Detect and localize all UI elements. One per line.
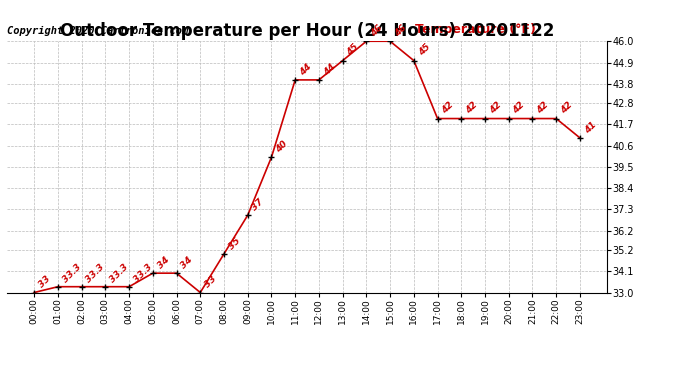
Text: 34: 34	[156, 255, 171, 270]
Text: 42: 42	[488, 100, 503, 116]
Text: Copyright 2020 Cartronics.com: Copyright 2020 Cartronics.com	[7, 26, 188, 36]
Text: 42: 42	[440, 100, 455, 116]
Text: 42: 42	[464, 100, 480, 116]
Text: 33.3: 33.3	[84, 262, 106, 284]
Text: 42: 42	[535, 100, 551, 116]
Text: 37: 37	[250, 197, 266, 212]
Text: 44: 44	[322, 62, 337, 77]
Text: 40: 40	[274, 139, 289, 154]
Text: 33: 33	[203, 274, 218, 290]
Text: 46: 46	[393, 23, 408, 39]
Text: 33: 33	[37, 274, 52, 290]
Text: 44: 44	[298, 62, 313, 77]
Text: 34: 34	[179, 255, 195, 270]
Text: 45: 45	[346, 43, 361, 58]
Text: 42: 42	[511, 100, 526, 116]
Text: 35: 35	[227, 236, 242, 251]
Text: 33.3: 33.3	[61, 262, 83, 284]
Text: Temperature (°F): Temperature (°F)	[415, 23, 536, 36]
Text: 42: 42	[559, 100, 574, 116]
Text: 46: 46	[369, 23, 384, 39]
Text: 41: 41	[582, 120, 598, 135]
Text: 33.3: 33.3	[108, 262, 130, 284]
Text: 45: 45	[417, 43, 432, 58]
Text: 33.3: 33.3	[132, 262, 154, 284]
Title: Outdoor Temperature per Hour (24 Hours) 20201122: Outdoor Temperature per Hour (24 Hours) …	[60, 22, 554, 40]
